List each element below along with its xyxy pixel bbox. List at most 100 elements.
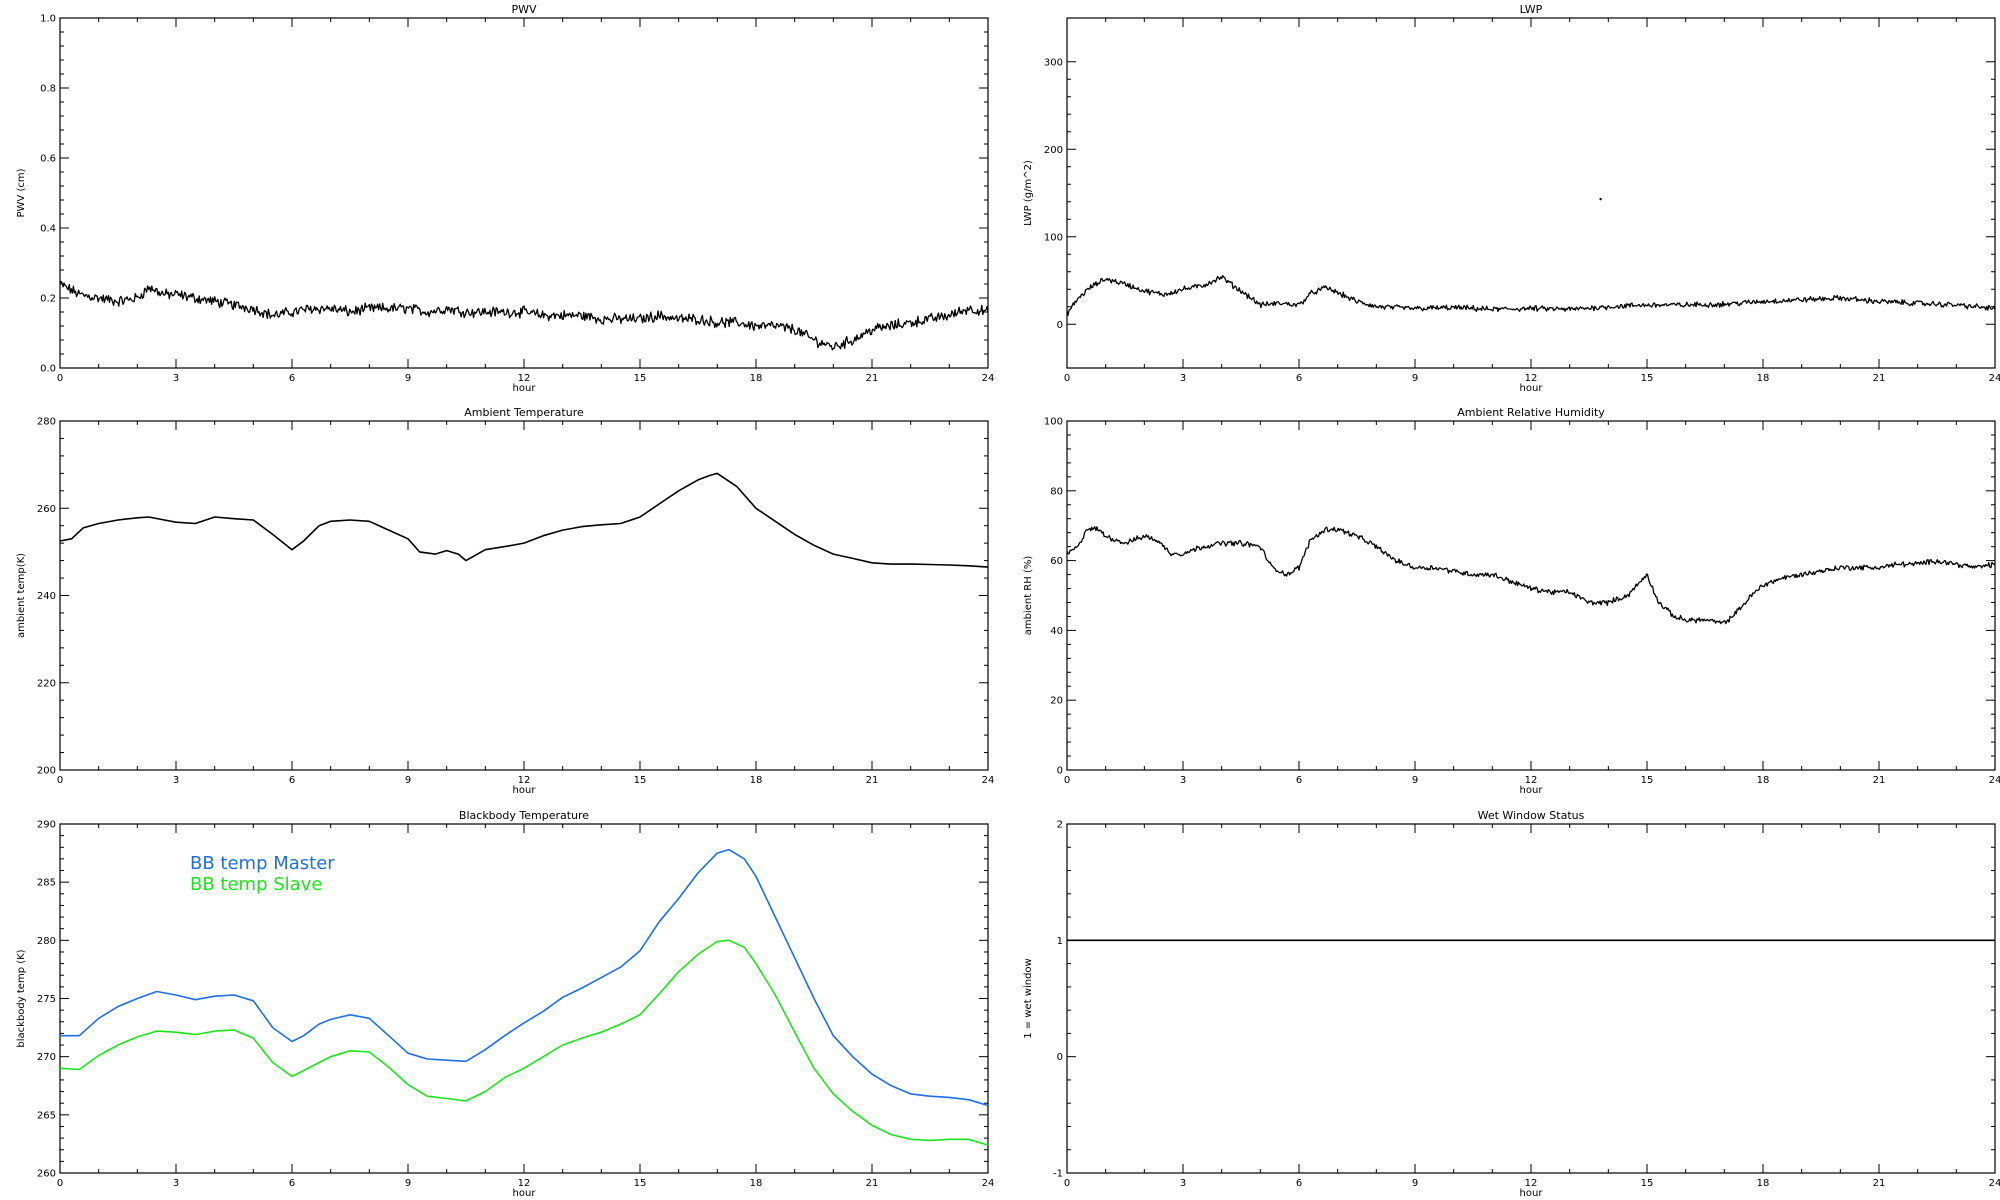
y-tick-label: 290 (37, 820, 56, 831)
x-tick-label: 15 (634, 775, 647, 786)
x-tick-label: 18 (750, 1178, 763, 1189)
x-tick-label: 6 (1296, 1178, 1302, 1189)
x-tick-label: 9 (1412, 373, 1418, 384)
x-tick-label: 24 (1989, 1178, 2000, 1189)
x-tick-label: 9 (1412, 775, 1418, 786)
panel-3: Ambient Relative Humidity hour ambient RH … (1023, 406, 2000, 796)
x-tick-label: 24 (982, 775, 995, 786)
x-tick-label: 0 (1064, 373, 1070, 384)
x-tick-label: 24 (1989, 775, 2000, 786)
plot-frame (1066, 17, 1996, 369)
y-axis-label: LWP (g/m^2) (1023, 160, 1034, 226)
y-tick-label: 60 (1050, 556, 1063, 567)
y-axis-label: blackbody temp (K) (16, 949, 27, 1047)
x-tick-label: 21 (866, 373, 879, 384)
x-tick-label: 21 (1873, 373, 1886, 384)
x-tick-label: 12 (1525, 373, 1538, 384)
x-axis-label: hour (513, 785, 537, 796)
chart-title: LWP (1520, 3, 1543, 16)
x-tick-label: 0 (57, 373, 63, 384)
x-axis-label: hour (1520, 785, 1544, 796)
chart-title: Ambient Relative Humidity (1457, 406, 1605, 419)
legend-entry: BB temp Slave (190, 874, 322, 895)
y-tick-label: 40 (1050, 626, 1063, 637)
y-tick-label: 20 (1050, 696, 1063, 707)
y-tick-label: 0.2 (40, 294, 56, 305)
x-tick-label: 15 (1641, 1178, 1654, 1189)
chart-title: Wet Window Status (1478, 809, 1585, 822)
x-tick-label: 15 (1641, 373, 1654, 384)
x-tick-label: 12 (518, 373, 531, 384)
data-point (1599, 197, 1602, 201)
series-line-0 (60, 848, 989, 1107)
y-axis-label: ambient temp(K) (16, 553, 27, 638)
x-tick-label: 9 (1412, 1178, 1418, 1189)
y-tick-label: 240 (37, 591, 56, 602)
y-tick-label: -1 (1053, 1169, 1063, 1180)
x-tick-label: 9 (405, 373, 411, 384)
panel-2: Ambient Temperature hour ambient temp(K) 0 3… (16, 406, 994, 796)
plot-frame (1066, 823, 1996, 1174)
x-tick-label: 12 (1525, 775, 1538, 786)
x-tick-label: 18 (750, 373, 763, 384)
y-tick-label: 200 (1044, 145, 1063, 156)
x-tick-label: 3 (1180, 373, 1186, 384)
x-tick-label: 0 (1064, 775, 1070, 786)
plot-frame (59, 17, 989, 369)
x-tick-label: 18 (750, 775, 763, 786)
x-tick-label: 0 (1064, 1178, 1070, 1189)
y-tick-label: 0.4 (40, 224, 56, 235)
y-tick-label: 265 (37, 1110, 56, 1121)
x-tick-label: 6 (289, 775, 295, 786)
y-tick-label: 0 (1057, 320, 1063, 331)
y-tick-label: 0.6 (40, 154, 56, 165)
x-tick-label: 21 (1873, 1178, 1886, 1189)
x-tick-label: 3 (1180, 775, 1186, 786)
x-tick-label: 24 (1989, 373, 2000, 384)
x-tick-label: 21 (866, 775, 879, 786)
y-tick-label: 300 (1044, 57, 1063, 68)
chart-title: Blackbody Temperature (459, 809, 589, 822)
series-line-0 (59, 472, 989, 568)
x-tick-label: 0 (57, 1178, 63, 1189)
x-tick-label: 6 (1296, 373, 1302, 384)
x-tick-label: 15 (1641, 775, 1654, 786)
x-tick-label: 3 (173, 775, 179, 786)
x-tick-label: 3 (173, 373, 179, 384)
y-tick-label: 260 (37, 1169, 56, 1180)
y-axis-label: 1 = wet window (1023, 958, 1034, 1038)
series-line-0 (1066, 274, 1996, 317)
x-tick-label: 9 (405, 1178, 411, 1189)
y-tick-label: 80 (1050, 486, 1063, 497)
y-tick-label: 100 (1044, 417, 1063, 428)
x-tick-label: 6 (289, 1178, 295, 1189)
y-tick-label: 2 (1057, 820, 1063, 831)
x-tick-label: 12 (1525, 1178, 1538, 1189)
series-line-0 (1066, 526, 1996, 625)
chart-title: Ambient Temperature (464, 406, 584, 419)
panel-5: Wet Window Status hour 1 = wet window 0 3 6 9 1… (1023, 809, 2000, 1199)
x-tick-label: 6 (1296, 775, 1302, 786)
x-tick-label: 0 (57, 775, 63, 786)
x-tick-label: 18 (1757, 373, 1770, 384)
y-tick-label: 280 (37, 417, 56, 428)
series-line-1 (59, 939, 989, 1146)
x-tick-label: 3 (1180, 1178, 1186, 1189)
y-tick-label: 260 (37, 504, 56, 515)
plot-frame (59, 420, 989, 771)
x-axis-label: hour (1520, 383, 1544, 394)
x-tick-label: 21 (866, 1178, 879, 1189)
x-tick-label: 6 (289, 373, 295, 384)
y-tick-label: 1 (1057, 936, 1063, 947)
y-tick-label: 270 (37, 1052, 56, 1063)
y-tick-label: 275 (37, 994, 56, 1005)
y-tick-label: 0 (1057, 1052, 1063, 1063)
legend-entry: BB temp Master (190, 853, 335, 874)
y-axis-label: PWV (cm) (16, 168, 27, 217)
x-axis-label: hour (1520, 1188, 1544, 1199)
series-line-0 (59, 280, 989, 351)
y-tick-label: 200 (37, 766, 56, 777)
y-tick-label: 0.8 (40, 84, 56, 95)
x-tick-label: 9 (405, 775, 411, 786)
